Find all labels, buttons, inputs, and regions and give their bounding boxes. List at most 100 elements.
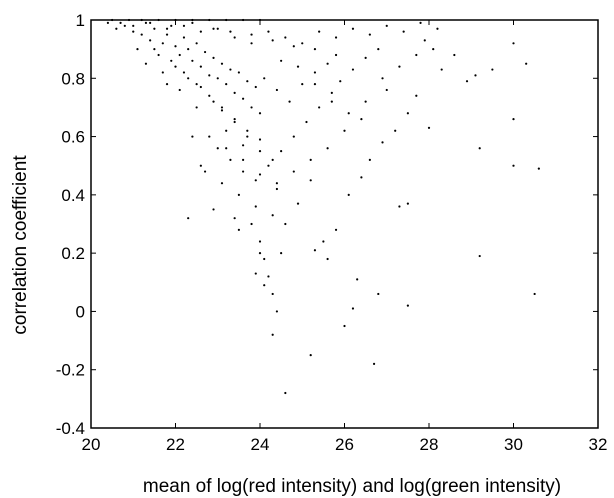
x-tick-label: 28 [420,435,439,454]
scatter-point [347,112,350,115]
scatter-point [140,33,143,36]
scatter-point [288,100,291,103]
scatter-point [195,106,198,109]
scatter-point [132,24,135,27]
scatter-point [271,39,274,42]
scatter-point [402,30,405,33]
y-tick-label: -0.2 [56,361,85,380]
scatter-point [406,304,409,307]
scatter-point [301,83,304,86]
x-tick-label: 30 [504,435,523,454]
scatter-point [242,170,245,173]
scatter-point [203,50,207,54]
scatter-point [326,257,329,261]
scatter-point [309,354,312,357]
scatter-point [216,147,219,150]
scatter-point [182,71,186,74]
scatter-point [309,179,312,182]
scatter-point [351,307,355,310]
scatter-point [275,88,278,92]
scatter-point [465,80,469,83]
scatter-point [436,27,439,30]
scatter-point [313,71,317,74]
scatter-point [136,48,139,51]
scatter-point [313,83,317,86]
scatter-point [292,135,295,138]
scatter-point [326,62,329,65]
scatter-point [153,27,156,30]
scatter-point [225,147,228,150]
scatter-point [144,62,148,65]
scatter-point [178,53,181,57]
scatter-point [199,30,202,33]
scatter-point [212,100,215,103]
scatter-point [246,129,249,132]
scatter-point [292,45,295,48]
scatter-point [512,164,515,167]
scatter-point [372,362,376,365]
scatter-point [157,53,160,57]
scatter-point [533,292,536,296]
scatter-point [258,252,262,255]
scatter-point [242,97,245,100]
scatter-point [250,33,253,36]
plot-frame [90,19,599,429]
scatter-point [318,106,321,109]
scatter-point [246,135,249,138]
scatter-point [237,193,240,196]
scatter-point [174,65,177,68]
scatter-point [191,135,194,138]
scatter-point [208,94,211,97]
scatter-point [187,77,190,80]
scatter-point [165,83,169,86]
y-axis-ticks: -0.4 -0.2 0 0.2 0.4 0.6 0.8 1 [56,11,598,438]
scatter-point [478,254,481,258]
scatter-point [271,158,274,161]
scatter-point [347,193,350,196]
scatter-point [233,120,236,124]
scatter-point [250,106,253,109]
scatter-point [165,33,169,36]
scatter-point [339,80,342,83]
y-tick-label: 0 [76,302,85,321]
scatter-point [258,173,262,176]
scatter-point [174,45,177,48]
scatter-point [161,71,164,74]
scatter-point [191,21,194,25]
scatter-point [296,202,300,205]
x-tick-label: 26 [335,435,354,454]
scatter-point [356,278,359,281]
scatter-point [419,21,422,25]
scatter-point [398,65,401,68]
scatter-point [398,205,401,208]
scatter-point [284,36,287,39]
y-tick-label: 0.8 [61,69,85,88]
scatter-point [377,292,380,296]
scatter-point [225,129,228,132]
scatter-point [233,117,236,121]
scatter-point [478,147,481,150]
scatter-point [250,222,253,226]
scatter-point [267,275,270,278]
scatter-point [106,21,109,25]
scatter-point [178,88,181,92]
scatter-point [322,240,325,243]
scatter-point [191,59,194,62]
scatter-point [119,21,122,25]
scatter-point [292,170,295,173]
scatter-point [195,42,198,45]
scatter-point [242,144,245,147]
scatter-point [360,176,363,179]
scatter-point [271,214,274,217]
scatter-point [216,27,219,30]
scatter-point [296,65,300,68]
scatter-point [153,48,156,51]
scatter-point [216,77,219,80]
scatter-point [237,71,240,74]
scatter-point [182,24,186,27]
scatter-point [254,205,257,208]
scatter-point [301,42,304,45]
scatter-point [432,48,435,51]
scatter-point [242,158,245,161]
scatter-point [161,42,164,45]
